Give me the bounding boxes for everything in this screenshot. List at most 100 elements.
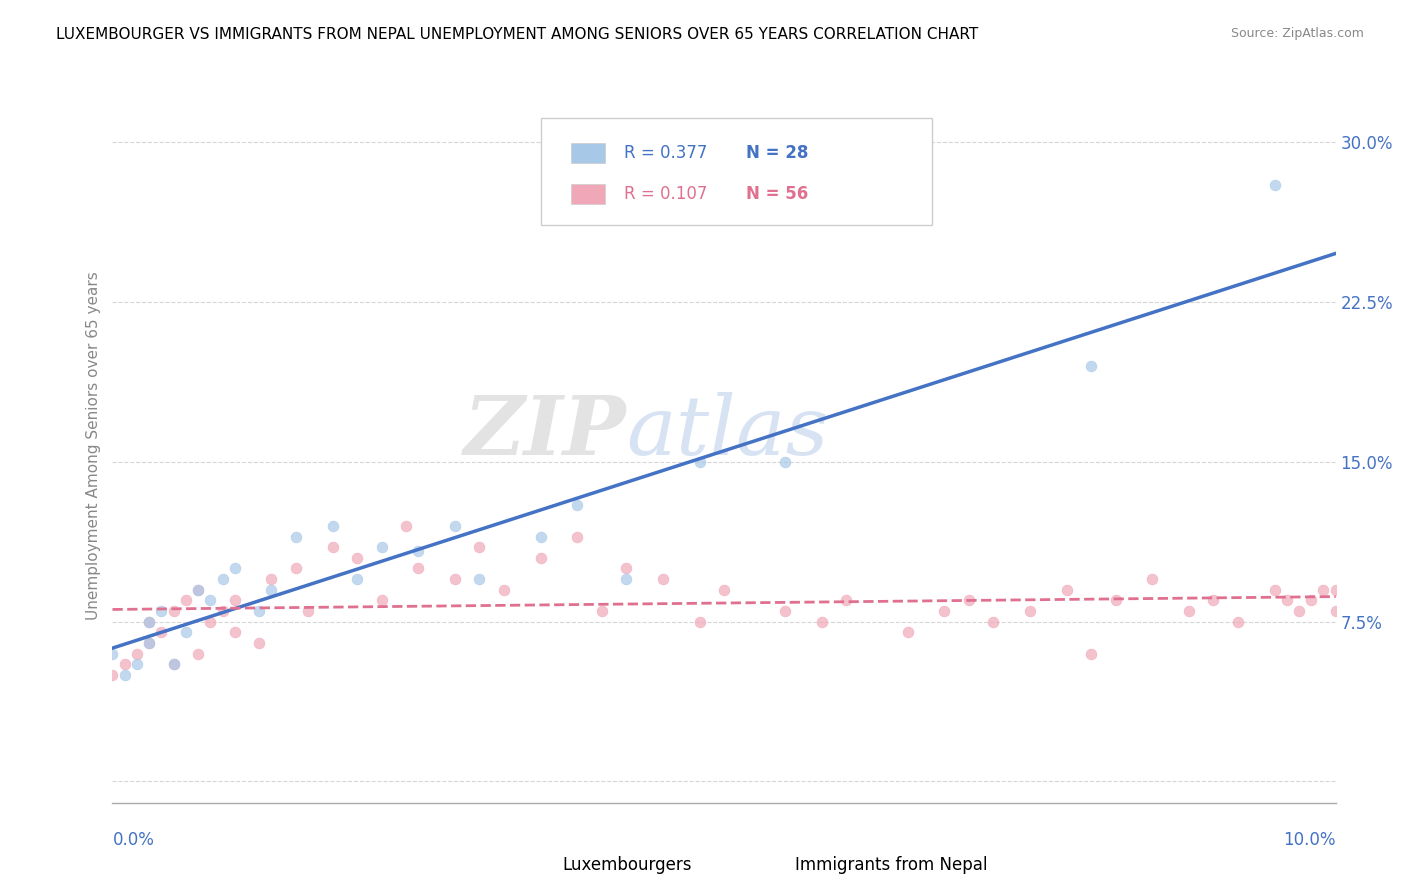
Point	[1324, 582, 1347, 597]
Point	[322, 519, 344, 533]
Point	[1018, 604, 1040, 618]
Point	[1202, 593, 1225, 607]
Point	[957, 593, 980, 607]
Bar	[571, 143, 606, 162]
Point	[1301, 593, 1323, 607]
Point	[260, 582, 283, 597]
Point	[1080, 647, 1102, 661]
Point	[200, 593, 222, 607]
Point	[468, 540, 491, 554]
Point	[652, 572, 675, 586]
Point	[297, 604, 319, 618]
Point	[187, 582, 209, 597]
Point	[395, 519, 418, 533]
Point	[174, 593, 197, 607]
Y-axis label: Unemployment Among Seniors over 65 years: Unemployment Among Seniors over 65 years	[86, 272, 101, 620]
Point	[567, 529, 589, 543]
Text: Source: ZipAtlas.com: Source: ZipAtlas.com	[1230, 27, 1364, 40]
Point	[125, 657, 148, 672]
Point	[1288, 604, 1310, 618]
Point	[408, 561, 430, 575]
Point	[163, 604, 186, 618]
Point	[101, 668, 124, 682]
Point	[1264, 178, 1286, 192]
Point	[138, 636, 160, 650]
Point	[224, 593, 246, 607]
Text: Luxembourgers: Luxembourgers	[562, 856, 692, 874]
Text: R = 0.377: R = 0.377	[624, 144, 707, 161]
Point	[114, 668, 136, 682]
Point	[200, 615, 222, 629]
Point	[811, 615, 834, 629]
Point	[187, 582, 209, 597]
Text: N = 56: N = 56	[747, 186, 808, 203]
Point	[614, 561, 637, 575]
Point	[468, 572, 491, 586]
Point	[247, 604, 270, 618]
Point	[224, 625, 246, 640]
Text: LUXEMBOURGER VS IMMIGRANTS FROM NEPAL UNEMPLOYMENT AMONG SENIORS OVER 65 YEARS C: LUXEMBOURGER VS IMMIGRANTS FROM NEPAL UN…	[56, 27, 979, 42]
Point	[835, 593, 858, 607]
Point	[101, 647, 124, 661]
Point	[492, 582, 515, 597]
Point	[150, 625, 173, 640]
Point	[260, 572, 283, 586]
Point	[1275, 593, 1298, 607]
Point	[370, 540, 392, 554]
Point	[1104, 593, 1126, 607]
Point	[1264, 582, 1286, 597]
Bar	[761, 860, 787, 876]
Point	[591, 604, 613, 618]
Point	[530, 529, 553, 543]
Point	[934, 604, 956, 618]
Point	[138, 615, 160, 629]
Point	[775, 604, 797, 618]
Point	[346, 572, 368, 586]
Point	[211, 572, 233, 586]
Point	[1324, 604, 1347, 618]
Point	[322, 540, 344, 554]
Point	[444, 519, 467, 533]
Point	[346, 550, 368, 565]
Point	[1080, 359, 1102, 373]
Text: N = 28: N = 28	[747, 144, 808, 161]
Point	[284, 561, 308, 575]
Point	[247, 636, 270, 650]
Point	[150, 604, 173, 618]
Point	[163, 657, 186, 672]
Point	[1178, 604, 1201, 618]
Point	[163, 657, 186, 672]
Point	[138, 636, 160, 650]
Point	[444, 572, 467, 586]
Text: Immigrants from Nepal: Immigrants from Nepal	[794, 856, 987, 874]
Point	[224, 561, 246, 575]
Point	[713, 582, 735, 597]
Point	[408, 544, 430, 558]
Bar	[571, 185, 606, 204]
Text: 10.0%: 10.0%	[1284, 831, 1336, 849]
Point	[775, 455, 797, 469]
Point	[125, 647, 148, 661]
Point	[138, 615, 160, 629]
Text: R = 0.107: R = 0.107	[624, 186, 707, 203]
Point	[211, 604, 233, 618]
Bar	[529, 860, 555, 876]
Point	[1312, 582, 1334, 597]
Point	[187, 647, 209, 661]
Text: ZIP: ZIP	[464, 392, 626, 472]
Point	[689, 615, 711, 629]
Point	[1226, 615, 1249, 629]
Point	[114, 657, 136, 672]
Text: 0.0%: 0.0%	[112, 831, 155, 849]
Point	[981, 615, 1004, 629]
Point	[1056, 582, 1078, 597]
FancyBboxPatch shape	[540, 118, 932, 225]
Point	[567, 498, 589, 512]
Point	[614, 572, 637, 586]
Point	[1142, 572, 1164, 586]
Point	[284, 529, 308, 543]
Point	[370, 593, 392, 607]
Text: atlas: atlas	[626, 392, 828, 472]
Point	[530, 550, 553, 565]
Point	[897, 625, 920, 640]
